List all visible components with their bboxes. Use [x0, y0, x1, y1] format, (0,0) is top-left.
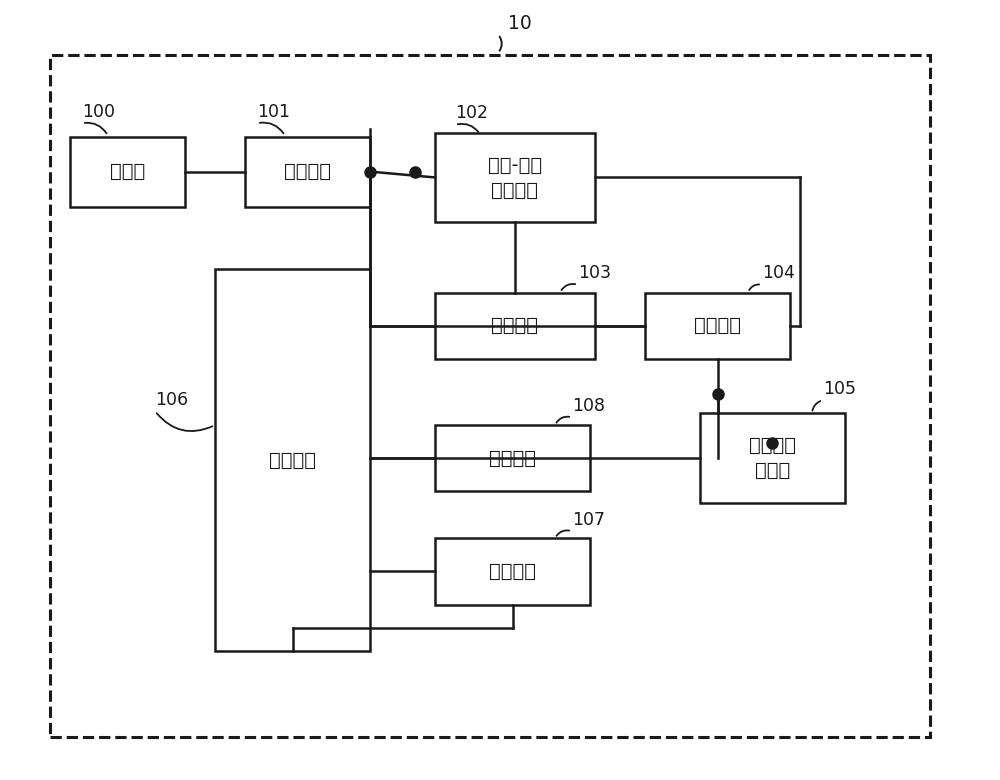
Text: 107: 107	[572, 511, 605, 529]
Text: 按键模块: 按键模块	[489, 448, 536, 468]
Bar	[50, 55, 930, 737]
Text: 方波-电压
转换模块: 方波-电压 转换模块	[488, 155, 542, 200]
Text: 105: 105	[823, 380, 856, 398]
Text: 移液针: 移液针	[110, 162, 145, 181]
Bar	[645, 292, 790, 359]
Text: 108: 108	[572, 397, 605, 415]
Bar	[245, 136, 370, 207]
Text: 106: 106	[155, 391, 188, 409]
Bar	[435, 292, 595, 359]
Text: 比较模块: 比较模块	[694, 316, 741, 335]
Text: 滤波模块: 滤波模块	[492, 316, 538, 335]
Bar	[435, 425, 590, 491]
Bar	[435, 133, 595, 222]
Text: 100: 100	[82, 103, 115, 121]
Bar	[215, 269, 370, 651]
Bar	[700, 413, 845, 503]
Text: 指示模块: 指示模块	[489, 562, 536, 581]
Text: 上位机接
口模块: 上位机接 口模块	[749, 436, 796, 480]
Text: 101: 101	[257, 103, 290, 121]
Bar	[70, 136, 185, 207]
Text: 102: 102	[455, 105, 488, 122]
Text: 10: 10	[508, 14, 532, 33]
Bar	[435, 538, 590, 604]
Text: 104: 104	[762, 264, 795, 282]
Text: 103: 103	[578, 264, 611, 282]
Text: 控制模块: 控制模块	[269, 451, 316, 470]
Text: 触发模块: 触发模块	[284, 162, 331, 181]
